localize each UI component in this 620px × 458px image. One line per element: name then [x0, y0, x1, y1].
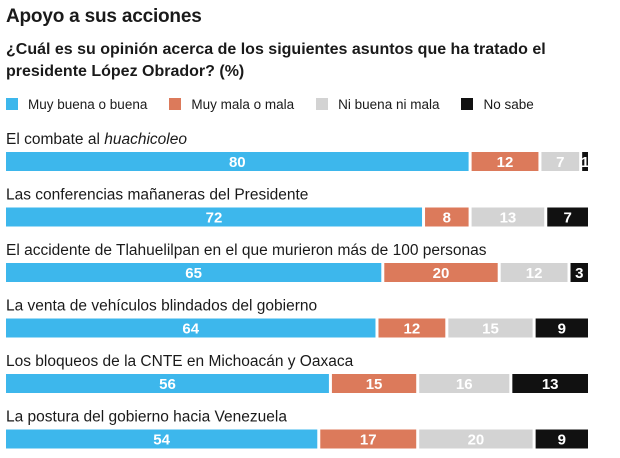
- value-label-muy-mala-3: 20: [433, 265, 450, 282]
- question-label-3: El accidente de Tlahuelilpan en el que m…: [6, 242, 487, 259]
- bar-muy-buena-1: [6, 152, 469, 171]
- question-label-4: La venta de vehículos blindados del gobi…: [6, 298, 317, 315]
- bar-no-sabe-2: [547, 207, 588, 227]
- bar-ni-buena-3: [500, 263, 568, 282]
- question-text-6: La postura del gobierno hacia Venezuela: [6, 409, 287, 426]
- value-label-ni-buena-6: 20: [468, 432, 485, 449]
- question-text-3: El accidente de Tlahuelilpan en el que m…: [6, 242, 487, 259]
- value-label-muy-buena-4: 64: [182, 321, 199, 338]
- value-label-muy-mala-6: 17: [360, 432, 377, 449]
- bar-muy-buena-6: [6, 429, 318, 449]
- value-label-muy-mala-5: 15: [366, 376, 383, 393]
- value-label-muy-buena-5: 56: [159, 376, 176, 393]
- value-label-no-sabe-6: 9: [558, 432, 566, 449]
- chart-subtitle: ¿Cuál es su opinión acerca de los siguie…: [6, 41, 546, 80]
- question-text-5: Los bloqueos de la CNTE en Michoacán y O…: [6, 353, 354, 370]
- bar-ni-buena-6: [419, 429, 533, 449]
- question-label-5: Los bloqueos de la CNTE en Michoacán y O…: [6, 353, 354, 370]
- legend-label-muy-mala: Muy mala o mala: [191, 96, 295, 112]
- value-label-no-sabe-3: 3: [575, 265, 583, 282]
- bar-ni-buena-2: [471, 207, 545, 227]
- value-label-no-sabe-4: 9: [558, 321, 566, 338]
- question-text-1: El combate al: [6, 131, 104, 148]
- bar-no-sabe-3: [570, 263, 588, 282]
- value-label-no-sabe-5: 13: [542, 376, 559, 393]
- bar-muy-mala-5: [331, 374, 417, 393]
- value-label-muy-mala-2: 8: [443, 210, 451, 227]
- question-text-2: Las conferencias mañaneras del President…: [6, 187, 308, 204]
- value-label-no-sabe-1: 1: [581, 154, 589, 171]
- bar-ni-buena-1: [541, 152, 580, 171]
- value-label-muy-buena-1: 80: [229, 154, 246, 171]
- value-label-muy-mala-1: 12: [497, 154, 514, 171]
- value-label-ni-buena-1: 7: [556, 154, 564, 171]
- legend-label-no-sabe: No sabe: [483, 96, 534, 112]
- legend: Muy buena o buena Muy mala o mala Ni bue…: [6, 96, 556, 112]
- bar-no-sabe-6: [535, 429, 588, 449]
- bar-no-sabe-5: [512, 374, 588, 393]
- legend-swatch-ni-buena: [316, 98, 329, 110]
- bar-muy-buena-4: [6, 318, 376, 338]
- chart-title: Apoyo a sus acciones: [6, 6, 202, 27]
- question-label-1: El combate al huachicoleo: [6, 131, 187, 148]
- legend-item-ni-buena: Ni buena ni mala: [316, 97, 439, 112]
- bar-muy-mala-1: [471, 152, 539, 171]
- value-label-ni-buena-5: 16: [456, 376, 473, 393]
- legend-item-muy-mala: Muy mala o mala: [169, 97, 294, 112]
- bar-no-sabe-1: [582, 152, 588, 171]
- legend-label-ni-buena: Ni buena ni mala: [338, 96, 440, 112]
- bar-muy-mala-6: [320, 429, 417, 449]
- bar-muy-mala-2: [425, 207, 469, 227]
- value-label-muy-mala-4: 12: [404, 321, 421, 338]
- bar-muy-buena-2: [6, 207, 423, 227]
- value-label-muy-buena-3: 65: [185, 265, 202, 282]
- bar-ni-buena-4: [448, 318, 533, 338]
- legend-label-muy-buena: Muy buena o buena: [28, 96, 148, 112]
- value-label-ni-buena-4: 15: [482, 321, 499, 338]
- bar-no-sabe-4: [535, 318, 588, 338]
- bar-muy-buena-5: [6, 374, 329, 393]
- question-label-2: Las conferencias mañaneras del President…: [6, 187, 308, 204]
- legend-item-no-sabe: No sabe: [461, 96, 534, 112]
- question-label-6: La postura del gobierno hacia Venezuela: [6, 409, 287, 426]
- value-label-muy-buena-2: 72: [206, 210, 223, 227]
- bar-muy-mala-3: [384, 263, 498, 282]
- value-label-ni-buena-2: 13: [500, 210, 517, 227]
- value-label-ni-buena-3: 12: [526, 265, 543, 282]
- legend-swatch-muy-mala: [169, 98, 182, 110]
- question-text-4: La venta de vehículos blindados del gobi…: [6, 298, 317, 315]
- bar-muy-mala-4: [378, 318, 446, 338]
- legend-swatch-muy-buena: [6, 98, 18, 110]
- bar-ni-buena-5: [419, 374, 510, 393]
- value-label-muy-buena-6: 54: [153, 432, 170, 449]
- legend-swatch-no-sabe: [461, 98, 474, 110]
- legend-item-muy-buena: Muy buena o buena: [6, 97, 147, 112]
- value-label-no-sabe-2: 7: [563, 210, 571, 227]
- bar-muy-buena-3: [6, 263, 382, 282]
- question-emphasis-1: huachicoleo: [104, 131, 187, 148]
